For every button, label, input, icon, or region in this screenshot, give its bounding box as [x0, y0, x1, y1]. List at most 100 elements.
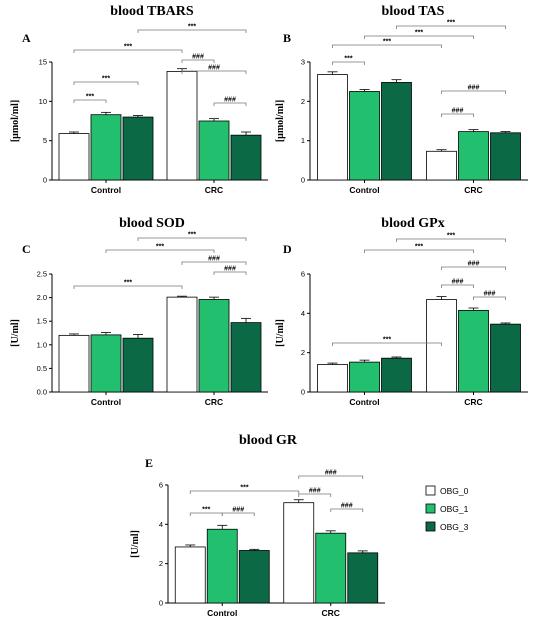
- chart-title: blood GR: [239, 433, 298, 448]
- bar-obg_1-control: [349, 91, 380, 181]
- x-tick-label: Control: [349, 397, 379, 407]
- bracket-line: [105, 249, 215, 253]
- significance-bracket: ***: [189, 485, 300, 494]
- bracket-line: [213, 102, 247, 106]
- bracket-line: [441, 90, 506, 94]
- bar-obg_0-crc: [166, 71, 198, 181]
- legend-label-obg_1: OBG_1: [440, 504, 469, 514]
- chart-panel-a: blood TBARS A [μmol/ml] 0 5 10 15 Control CRC ***…: [10, 4, 268, 195]
- bar-obg_3-crc: [230, 134, 262, 181]
- significance-label: ###: [224, 266, 236, 273]
- significance-label: ***: [415, 244, 423, 251]
- bar-obg_3-control: [238, 550, 270, 604]
- legend-swatch-obg_0: [425, 485, 436, 496]
- bracket-line: [137, 237, 247, 241]
- significance-bracket: ###: [181, 65, 247, 74]
- y-tick-label: 5: [43, 136, 47, 145]
- significance-label: ***: [188, 232, 196, 239]
- significance-label: ***: [156, 244, 164, 251]
- significance-bracket: ###: [181, 54, 215, 63]
- chart-title: blood TBARS: [110, 4, 194, 19]
- chart-panel-b: blood TAS B [μmol/ml] 0 1 2 3 Control CRC *** *** *…: [275, 4, 528, 195]
- y-tick-label: 0: [301, 388, 305, 397]
- significance-bracket: ***: [396, 233, 506, 242]
- y-axis-label: [U/ml]: [130, 530, 141, 558]
- significance-bracket: ***: [364, 244, 474, 253]
- bracket-line: [221, 512, 255, 516]
- significance-bracket: ###: [213, 97, 247, 106]
- x-tick-label: CRC: [205, 397, 223, 407]
- significance-bracket: ###: [441, 108, 474, 117]
- panel-letter: C: [22, 242, 31, 256]
- significance-label: ###: [325, 470, 337, 477]
- significance-bracket: ###: [213, 266, 247, 275]
- chart-panel-c: blood SOD C [U/ml] 0.0 0.5 1.0 1.5 2.0 2.5 Contro…: [10, 216, 268, 407]
- bar-obg_0-crc: [283, 502, 315, 604]
- bar-obg_3-crc: [490, 323, 521, 393]
- significance-bracket: ***: [73, 76, 139, 85]
- chart-panel-e: blood GR E [U/ml] 0 2 4 6 Control CRC *** ### *** ##…: [130, 433, 385, 618]
- y-axis-label: [μmol/ml]: [275, 100, 286, 142]
- y-tick-label: 0.0: [37, 388, 47, 397]
- bar-obg_3-crc: [230, 322, 262, 393]
- bar-obg_1-control: [206, 528, 238, 604]
- x-tick-label: CRC: [464, 397, 482, 407]
- bar-obg_0-control: [317, 364, 348, 393]
- significance-bracket: ***: [332, 39, 442, 48]
- significance-bracket: ***: [364, 30, 474, 39]
- significance-bracket: ***: [73, 280, 183, 289]
- significance-label: ###: [452, 108, 464, 115]
- significance-label: ###: [468, 261, 480, 268]
- y-tick-label: 2: [301, 97, 305, 106]
- significance-bracket: ***: [396, 20, 506, 29]
- significance-bracket: ###: [298, 470, 364, 479]
- y-tick-label: 4: [159, 520, 163, 529]
- bar-obg_3-crc: [490, 132, 521, 181]
- bracket-line: [396, 25, 506, 29]
- significance-bracket: ###: [441, 85, 506, 94]
- bar-obg_1-crc: [315, 532, 347, 604]
- panel-letter: B: [283, 31, 291, 45]
- significance-label: ###: [341, 503, 353, 510]
- legend-swatch-obg_1: [425, 503, 436, 514]
- legend: OBG_0 OBG_1 OBG_3: [425, 485, 469, 532]
- bracket-line: [298, 475, 364, 479]
- significance-bracket: ###: [473, 291, 506, 300]
- bracket-line: [73, 81, 139, 85]
- y-tick-label: 0: [159, 599, 163, 608]
- legend-label-obg_3: OBG_3: [440, 522, 469, 532]
- bracket-line: [364, 249, 474, 253]
- x-tick-label: Control: [91, 185, 121, 195]
- significance-label: ###: [224, 97, 236, 104]
- legend-swatch-obg_3: [425, 521, 436, 532]
- bar-obg_0-control: [317, 74, 348, 181]
- significance-label: ###: [192, 54, 204, 61]
- y-tick-label: 3: [301, 58, 305, 67]
- bar-obg_3-control: [122, 337, 154, 393]
- significance-bracket: ***: [189, 507, 223, 516]
- bracket-line: [330, 508, 364, 512]
- bar-obg_0-control: [174, 546, 206, 604]
- x-tick-label: Control: [207, 608, 237, 618]
- bracket-line: [181, 70, 247, 74]
- y-axis-label: [U/ml]: [10, 319, 21, 347]
- y-tick-label: 4: [301, 309, 305, 318]
- significance-label: ***: [102, 76, 110, 83]
- x-tick-label: CRC: [205, 185, 223, 195]
- y-tick-label: 0: [43, 176, 47, 185]
- y-tick-label: 1.0: [37, 340, 47, 349]
- significance-bracket: ***: [73, 44, 183, 53]
- y-tick-label: 1: [301, 136, 305, 145]
- bar-obg_3-control: [381, 82, 412, 181]
- bracket-line: [181, 261, 247, 265]
- bracket-line: [332, 44, 442, 48]
- bracket-line: [298, 493, 332, 497]
- chart-title: blood TAS: [382, 4, 445, 19]
- bar-obg_1-crc: [458, 131, 489, 181]
- bracket-line: [396, 238, 506, 242]
- bracket-line: [441, 266, 506, 270]
- significance-label: ***: [86, 94, 94, 101]
- bar-obg_1-control: [90, 334, 122, 393]
- bar-obg_1-crc: [198, 120, 230, 181]
